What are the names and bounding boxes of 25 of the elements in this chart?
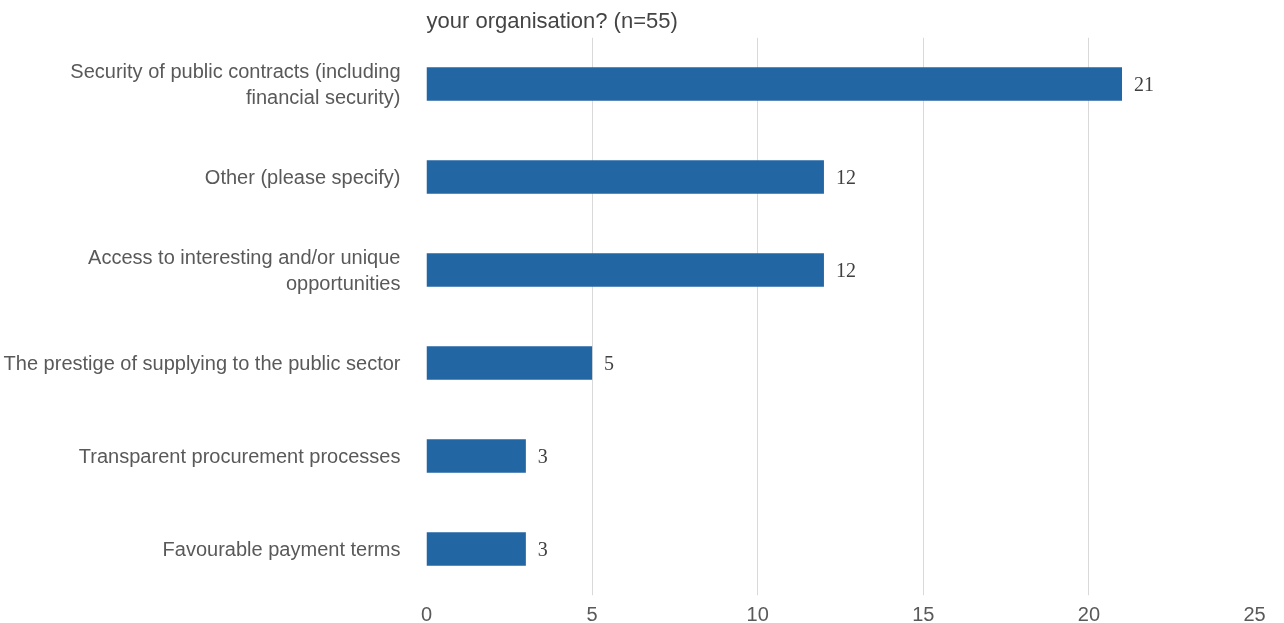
data-label: 12 — [835, 259, 856, 281]
y-tick-label: The prestige of supplying to the public sector — [3, 352, 401, 374]
y-tick-label: Other (please specify) — [204, 166, 401, 188]
x-tick-label: 10 — [746, 602, 769, 623]
data-label: 12 — [835, 166, 856, 188]
bar — [426, 160, 824, 194]
x-tick-label: 15 — [912, 602, 935, 623]
y-tick-label: Transparent procurement processes — [78, 445, 401, 467]
x-tick-label: 0 — [420, 602, 433, 623]
y-tick-label: Favourable payment terms — [162, 538, 401, 560]
y-tick-label: Access to interesting and/or unique opportunities — [88, 245, 401, 295]
data-label: 5 — [604, 352, 615, 374]
x-tick-label: 5 — [586, 602, 598, 623]
bar — [426, 346, 593, 380]
x-tick-label: 20 — [1077, 602, 1101, 623]
data-label: 21 — [1134, 73, 1155, 95]
bar — [426, 67, 1123, 101]
bar — [426, 439, 526, 473]
data-label: 3 — [537, 538, 548, 560]
data-label: 3 — [537, 445, 548, 467]
x-tick-label: 25 — [1243, 602, 1266, 623]
y-tick-label: Security of public contracts (including financial security) — [70, 59, 401, 109]
bar — [426, 253, 824, 287]
chart-title: your organisation? (n=55) — [426, 7, 678, 33]
bar — [426, 532, 526, 566]
